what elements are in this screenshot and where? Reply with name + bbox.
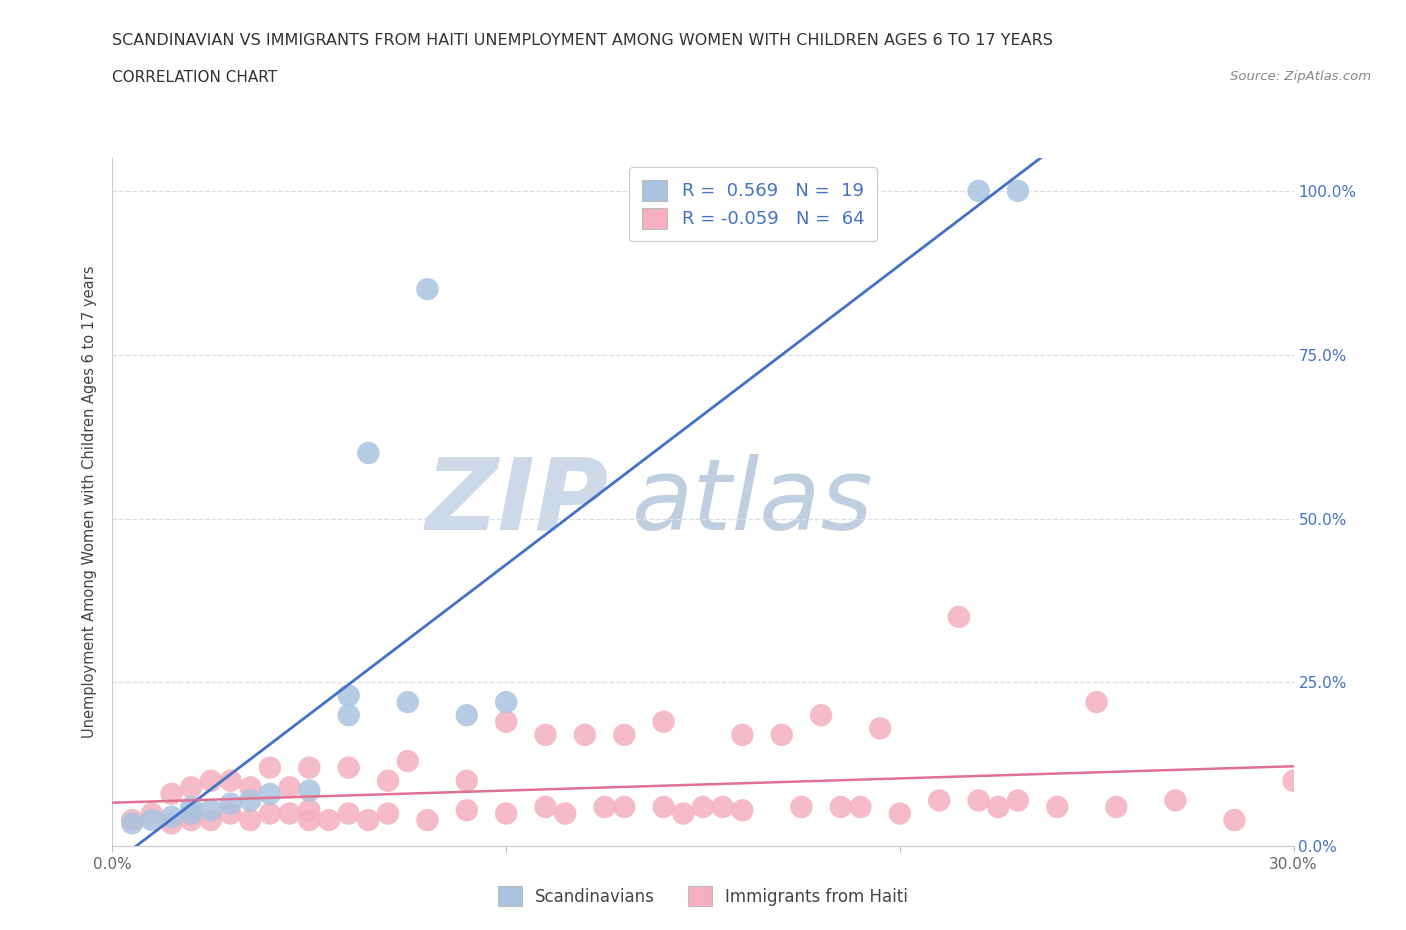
- Point: [849, 800, 872, 815]
- Point: [141, 806, 163, 821]
- Point: [298, 783, 321, 798]
- Point: [731, 727, 754, 742]
- Point: [337, 806, 360, 821]
- Text: atlas: atlas: [633, 454, 873, 551]
- Point: [357, 813, 380, 828]
- Point: [416, 813, 439, 828]
- Point: [396, 753, 419, 768]
- Point: [869, 721, 891, 736]
- Legend: Scandinavians, Immigrants from Haiti: Scandinavians, Immigrants from Haiti: [492, 880, 914, 912]
- Point: [928, 793, 950, 808]
- Point: [456, 803, 478, 817]
- Point: [830, 800, 852, 815]
- Point: [219, 774, 242, 789]
- Point: [692, 800, 714, 815]
- Point: [239, 813, 262, 828]
- Point: [180, 800, 202, 815]
- Text: ZIP: ZIP: [426, 454, 609, 551]
- Point: [889, 806, 911, 821]
- Point: [239, 793, 262, 808]
- Point: [456, 774, 478, 789]
- Point: [298, 813, 321, 828]
- Point: [987, 800, 1010, 815]
- Point: [219, 796, 242, 811]
- Point: [259, 787, 281, 802]
- Point: [613, 727, 636, 742]
- Point: [180, 813, 202, 828]
- Point: [160, 787, 183, 802]
- Point: [278, 806, 301, 821]
- Point: [180, 806, 202, 821]
- Point: [495, 714, 517, 729]
- Point: [574, 727, 596, 742]
- Point: [1085, 695, 1108, 710]
- Point: [1282, 774, 1305, 789]
- Point: [1105, 800, 1128, 815]
- Text: SCANDINAVIAN VS IMMIGRANTS FROM HAITI UNEMPLOYMENT AMONG WOMEN WITH CHILDREN AGE: SCANDINAVIAN VS IMMIGRANTS FROM HAITI UN…: [112, 33, 1053, 47]
- Point: [554, 806, 576, 821]
- Point: [534, 800, 557, 815]
- Point: [495, 806, 517, 821]
- Point: [456, 708, 478, 723]
- Point: [1164, 793, 1187, 808]
- Point: [160, 816, 183, 830]
- Point: [495, 695, 517, 710]
- Point: [731, 803, 754, 817]
- Point: [416, 282, 439, 297]
- Point: [967, 183, 990, 198]
- Point: [200, 813, 222, 828]
- Point: [337, 688, 360, 703]
- Point: [298, 803, 321, 817]
- Point: [180, 806, 202, 821]
- Point: [652, 714, 675, 729]
- Point: [121, 813, 143, 828]
- Point: [770, 727, 793, 742]
- Point: [948, 609, 970, 624]
- Point: [1223, 813, 1246, 828]
- Point: [200, 774, 222, 789]
- Point: [219, 806, 242, 821]
- Point: [377, 806, 399, 821]
- Point: [337, 760, 360, 775]
- Legend: R =  0.569   N =  19, R = -0.059   N =  64: R = 0.569 N = 19, R = -0.059 N = 64: [630, 167, 877, 242]
- Y-axis label: Unemployment Among Women with Children Ages 6 to 17 years: Unemployment Among Women with Children A…: [82, 266, 97, 738]
- Point: [259, 760, 281, 775]
- Point: [298, 760, 321, 775]
- Point: [337, 708, 360, 723]
- Point: [672, 806, 695, 821]
- Point: [200, 803, 222, 817]
- Point: [810, 708, 832, 723]
- Point: [652, 800, 675, 815]
- Point: [790, 800, 813, 815]
- Point: [1046, 800, 1069, 815]
- Point: [239, 780, 262, 795]
- Point: [180, 780, 202, 795]
- Point: [357, 445, 380, 460]
- Point: [967, 793, 990, 808]
- Point: [377, 774, 399, 789]
- Point: [534, 727, 557, 742]
- Point: [278, 780, 301, 795]
- Point: [1007, 793, 1029, 808]
- Point: [711, 800, 734, 815]
- Point: [318, 813, 340, 828]
- Point: [121, 816, 143, 830]
- Point: [160, 809, 183, 824]
- Text: CORRELATION CHART: CORRELATION CHART: [112, 70, 277, 85]
- Point: [1007, 183, 1029, 198]
- Text: Source: ZipAtlas.com: Source: ZipAtlas.com: [1230, 70, 1371, 83]
- Point: [613, 800, 636, 815]
- Point: [396, 695, 419, 710]
- Point: [593, 800, 616, 815]
- Point: [141, 813, 163, 828]
- Point: [259, 806, 281, 821]
